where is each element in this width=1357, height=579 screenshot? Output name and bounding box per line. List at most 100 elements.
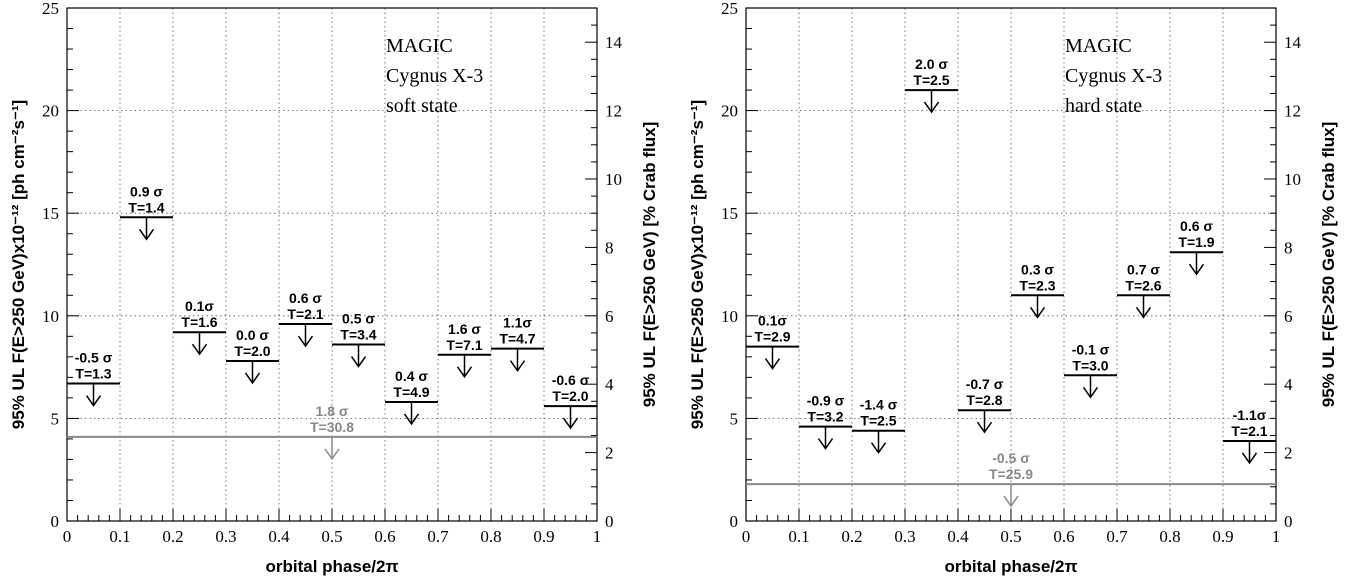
upper-limit-chart-left: 0 0.1 0.2 0.3 0.4 0.5 0.6 0.7 0.8 0.9 1 orbital pha… xyxy=(9,0,659,576)
annotation-line: MAGIC xyxy=(1065,35,1132,57)
ul-time-label: T=2.0 xyxy=(234,343,270,359)
y-tick-label: 15 xyxy=(42,204,59,223)
y2-tick-label: 14 xyxy=(1284,33,1302,52)
y-tick-label: 10 xyxy=(42,307,59,326)
ul-time-label: T=2.9 xyxy=(754,329,790,345)
y2-tick-label: 4 xyxy=(1284,375,1293,394)
x-tick-label: 0.8 xyxy=(480,527,501,546)
annotation-line: hard state xyxy=(1065,95,1142,117)
ul-arrow-head xyxy=(562,417,579,430)
ul-bin: 0.7 σT=2.6 xyxy=(1117,261,1170,319)
ul-arrow-head xyxy=(1003,495,1019,508)
x-tick-label: 0.6 xyxy=(1053,527,1074,546)
y2-tick-label: 2 xyxy=(605,444,614,463)
y2-tick-label: 6 xyxy=(605,307,614,326)
x-tick-label: 0 xyxy=(63,527,72,546)
ul-sigma-label: 0.5 σ xyxy=(342,311,375,327)
y-tick-label: 10 xyxy=(721,307,738,326)
ul-sigma-label: -0.9 σ xyxy=(807,393,845,409)
y-axis-title: 95% UL F(E>250 GeV)x10⁻¹² [ph cm⁻²s⁻¹] xyxy=(9,100,28,429)
ul-arrow-head xyxy=(870,442,887,455)
ul-time-label: T=3.4 xyxy=(340,327,376,343)
chart-annotation: MAGIC Cygnus X-3 hard state xyxy=(1065,35,1162,117)
ul-arrow-head xyxy=(191,343,208,356)
ul-total: -0.5 σT=25.9 xyxy=(746,450,1276,508)
chart-panel-hard-state: 0 0.1 0.2 0.3 0.4 0.5 0.6 0.7 0.8 0.9 1 orbital pha… xyxy=(679,0,1357,579)
y-axis-title: 95% UL F(E>250 GeV)x10⁻¹² [ph cm⁻²s⁻¹] xyxy=(688,100,707,429)
ul-arrow-head xyxy=(509,360,526,372)
ul-sigma-label: 2.0 σ xyxy=(915,56,948,72)
x-axis: 0 0.1 0.2 0.3 0.4 0.5 0.6 0.7 0.8 0.9 1 orbital pha… xyxy=(63,509,602,576)
ul-time-label: T=1.9 xyxy=(1178,234,1214,250)
annotation-line: MAGIC xyxy=(386,35,453,57)
ul-sigma-label: 0.7 σ xyxy=(1127,261,1160,277)
ul-arrow-head xyxy=(403,413,420,426)
ul-time-label: T=3.2 xyxy=(807,409,843,425)
annotation-line: soft state xyxy=(386,95,458,117)
x-tick-label: 0.9 xyxy=(1212,527,1233,546)
x-axis-title: orbital phase/2π xyxy=(945,557,1078,576)
y-tick-label: 0 xyxy=(730,512,739,531)
ul-arrow-head xyxy=(1188,263,1205,276)
y-tick-label: 20 xyxy=(721,102,738,121)
ul-arrow-head xyxy=(138,228,155,241)
y2-tick-label: 10 xyxy=(1284,170,1301,189)
x-tick-label: 0.3 xyxy=(215,527,236,546)
ul-bin: 2.0 σT=2.5 xyxy=(905,56,958,114)
ul-bin: -1.4 σT=2.5 xyxy=(852,397,905,455)
x-tick-label: 0.5 xyxy=(1000,527,1021,546)
ul-arrow-head xyxy=(923,101,940,114)
ul-bin: 0.9 σT=1.4 xyxy=(120,183,173,241)
y-tick-label: 25 xyxy=(42,0,59,18)
x-tick-label: 0.2 xyxy=(162,527,183,546)
ul-arrow-head xyxy=(1241,452,1258,465)
y-axis-left: 0 5 10 15 20 25 95% UL F(E>250 GeV)x10⁻¹² [ph … xyxy=(688,0,758,531)
ul-arrow-head xyxy=(764,358,781,370)
upper-limit-chart-right: 0 0.1 0.2 0.3 0.4 0.5 0.6 0.7 0.8 0.9 1 orbital pha… xyxy=(688,0,1338,576)
ul-time-label: T=2.5 xyxy=(913,72,949,88)
ul-time-label: T=2.8 xyxy=(966,392,1002,408)
ul-time-label: T=7.1 xyxy=(446,337,482,353)
y2-tick-label: 12 xyxy=(605,102,622,121)
x-tick-label: 0.8 xyxy=(1159,527,1180,546)
y-tick-label: 0 xyxy=(51,512,60,531)
y-tick-label: 25 xyxy=(721,0,738,18)
ul-bin: -0.1 σT=3.0 xyxy=(1064,341,1117,399)
y2-tick-label: 4 xyxy=(605,375,614,394)
ul-sigma-label: -0.1 σ xyxy=(1072,341,1110,357)
x-axis-title: orbital phase/2π xyxy=(266,557,399,576)
ul-sigma-label: -0.5 σ xyxy=(75,350,113,366)
ul-arrow-head xyxy=(1082,386,1099,399)
ul-bin: 0.1σT=2.9 xyxy=(746,313,799,370)
ul-time-label: T=2.5 xyxy=(860,413,896,429)
ul-time-label: T=3.0 xyxy=(1072,357,1108,373)
ul-bin: -0.5 σT=1.3 xyxy=(67,350,120,407)
ul-sigma-label: -0.5 σ xyxy=(992,450,1030,466)
x-tick-label: 0.9 xyxy=(533,527,554,546)
y-axis-right: 0 2 4 6 8 10 12 14 95% UL F(E>250 GeV) [% Crab f… xyxy=(1264,7,1338,531)
x-axis: 0 0.1 0.2 0.3 0.4 0.5 0.6 0.7 0.8 0.9 1 orbital pha… xyxy=(742,509,1280,576)
ul-arrow-head xyxy=(244,372,261,385)
x-tick-label: 0.7 xyxy=(1106,527,1128,546)
ul-time-label: T=1.3 xyxy=(75,366,111,382)
ul-bin: 1.1σT=4.7 xyxy=(491,315,544,372)
x-tick-label: 1 xyxy=(593,527,602,546)
ul-sigma-label: -1.4 σ xyxy=(860,397,898,413)
ul-bin: -1.1σT=2.1 xyxy=(1223,407,1276,465)
ul-sigma-label: 0.1σ xyxy=(758,313,787,329)
ul-bin: 0.6 σT=1.9 xyxy=(1170,218,1223,276)
x-tick-label: 0 xyxy=(742,527,751,546)
ul-bin: -0.6 σT=2.0 xyxy=(544,372,597,430)
y2-tick-label: 14 xyxy=(605,33,623,52)
ul-total: 1.8 σT=30.8 xyxy=(67,403,597,461)
grid-lines xyxy=(746,8,1276,521)
ul-bin: 1.6 σT=7.1 xyxy=(438,321,491,379)
y-tick-label: 20 xyxy=(42,102,59,121)
y2-tick-label: 8 xyxy=(1284,238,1293,257)
annotation-line: Cygnus X-3 xyxy=(1065,65,1162,87)
ul-time-label: T=2.1 xyxy=(1231,423,1267,439)
x-tick-label: 0.4 xyxy=(947,527,969,546)
ul-sigma-label: 1.1σ xyxy=(503,315,532,331)
ul-arrow-head xyxy=(1135,306,1152,319)
ul-arrow-head xyxy=(297,335,314,348)
